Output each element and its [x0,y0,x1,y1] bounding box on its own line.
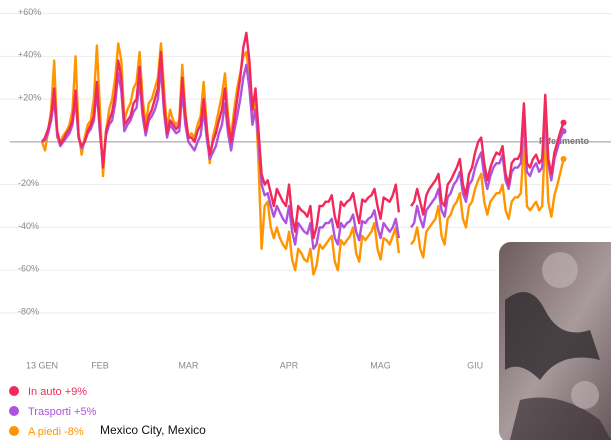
legend-label: A piedi -8% [28,426,84,438]
y-tick-label: +40% [18,50,41,60]
x-tick-label: MAG [370,360,391,370]
y-tick-label: -60% [18,264,39,274]
y-tick-label: +60% [18,7,41,17]
x-tick-label: MAR [178,360,199,370]
end-dot [560,155,567,162]
series-line [41,63,565,250]
legend-dot [9,406,19,416]
y-tick-label: -20% [18,178,39,188]
thumbnail [497,240,611,440]
y-tick-label: +20% [18,92,41,102]
location-label: Mexico City, Mexico [100,423,206,437]
legend-dot [9,386,19,396]
x-tick-label: FEB [91,360,109,370]
y-tick-label: -40% [18,221,39,231]
baseline-label: Riferimento [539,136,590,146]
x-tick-label: APR [280,360,299,370]
y-tick-label: -80% [18,306,39,316]
x-tick-label: 13 GEN [26,360,58,370]
end-dot [560,119,567,126]
legend-dot [9,426,19,436]
legend-label: Trasporti +5% [28,406,97,418]
legend-label: In auto +9% [28,386,87,398]
x-tick-label: GIU [467,360,483,370]
thumbnail-border [495,238,611,440]
series-line [41,31,565,240]
